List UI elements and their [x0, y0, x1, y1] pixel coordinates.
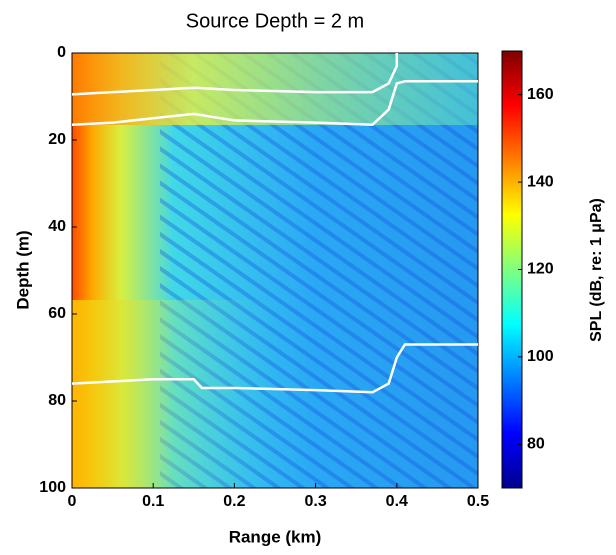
colorbar-tick-label: 140	[527, 173, 554, 190]
x-tick-label: 0.1	[142, 493, 164, 510]
x-tick-label: 0.5	[467, 493, 489, 510]
colorbar-tick-label: 120	[527, 261, 554, 278]
colorbar-label: SPL (dB, re: 1 μPa)	[588, 198, 605, 342]
y-axis-label: Depth (m)	[13, 230, 32, 309]
colorbar-tick-label: 80	[527, 436, 545, 453]
y-tick-label: 60	[48, 305, 66, 322]
y-tick-label: 0	[57, 44, 66, 61]
y-tick-label: 20	[48, 131, 66, 148]
x-tick-label: 0.2	[223, 493, 245, 510]
x-tick-label: 0	[68, 493, 77, 510]
boundary-line	[71, 80, 478, 127]
y-tick-label: 80	[48, 392, 66, 409]
x-tick-label: 0.4	[386, 493, 408, 510]
boundary-line	[71, 53, 399, 96]
colorbar-tick-label: 100	[527, 348, 554, 365]
colorbar-tick-label: 160	[527, 86, 554, 103]
y-tick-label: 100	[39, 479, 66, 496]
boundary-line	[71, 343, 478, 394]
heatmap-field	[72, 53, 478, 488]
x-axis-label: Range (km)	[229, 527, 322, 546]
chart-title: Source Depth = 2 m	[186, 10, 364, 32]
y-tick-label: 40	[48, 218, 66, 235]
plot-frame	[71, 52, 479, 489]
x-tick-label: 0.3	[304, 493, 326, 510]
